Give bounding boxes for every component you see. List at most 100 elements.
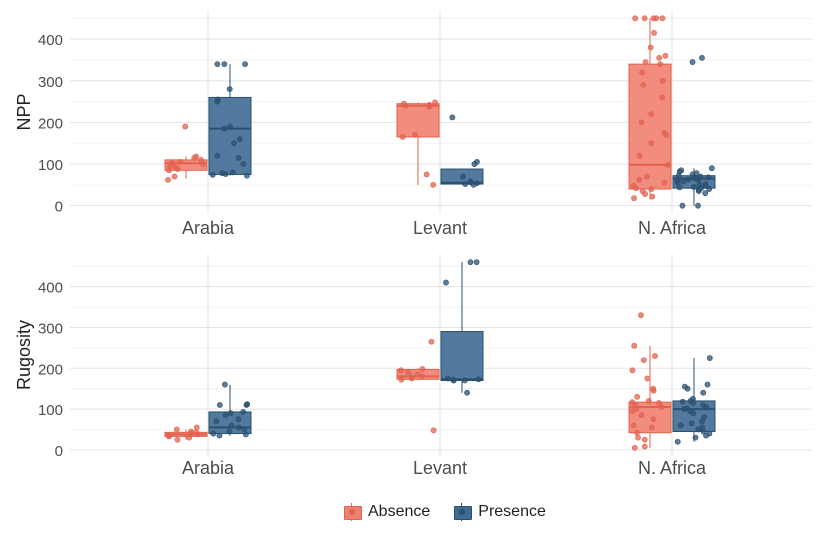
data-point [216, 402, 223, 408]
data-point [659, 77, 666, 84]
y-tick-label: 400 [38, 280, 63, 297]
data-point [631, 195, 637, 202]
data-point [644, 375, 651, 382]
data-point [177, 159, 183, 165]
data-point [241, 426, 248, 433]
box-presence-levant [440, 259, 484, 396]
data-point [221, 61, 228, 68]
y-tick-label: 400 [38, 32, 63, 49]
data-point [642, 59, 649, 65]
box-iqr [440, 331, 484, 382]
data-point [664, 161, 671, 168]
x-tick-label: Levant [413, 218, 467, 238]
data-point [657, 61, 664, 68]
data-point [464, 389, 470, 396]
data-point [679, 398, 686, 405]
data-point [629, 367, 636, 374]
data-point [695, 202, 701, 209]
x-tick-label: N. Africa [638, 458, 707, 478]
box-presence-arabia [208, 381, 252, 439]
data-point [681, 383, 688, 390]
data-point [704, 381, 711, 388]
data-point [242, 61, 248, 68]
data-point [235, 424, 242, 431]
data-point [708, 165, 715, 172]
data-point [473, 259, 480, 266]
legend-label-presence: Presence [478, 503, 546, 520]
y-axis-label: NPP [14, 93, 34, 130]
data-point [690, 184, 697, 190]
data-point [235, 154, 242, 161]
data-point [659, 15, 666, 22]
data-point [235, 416, 242, 423]
data-point [690, 395, 696, 402]
data-point [674, 177, 681, 184]
data-point [430, 181, 437, 188]
data-point [656, 54, 663, 61]
box-presence-levant [440, 114, 484, 188]
data-point [650, 416, 657, 423]
data-point [674, 438, 681, 445]
data-point [430, 427, 437, 434]
data-point [653, 15, 660, 22]
data-point [467, 259, 474, 266]
data-point [221, 125, 228, 132]
data-point [414, 371, 421, 378]
data-point [240, 409, 247, 415]
data-point [699, 54, 705, 61]
data-point [214, 152, 221, 159]
data-point [172, 164, 179, 171]
data-point [214, 61, 221, 68]
data-point [408, 374, 415, 381]
box-absence-n-africa [628, 15, 672, 202]
data-point [699, 424, 705, 431]
data-point [634, 393, 641, 400]
data-point [462, 181, 469, 187]
data-point [222, 381, 228, 388]
data-point [648, 111, 655, 117]
panel-npp: 0 100 200 300 400 Arabia Levant N. Africa NPP [14, 10, 812, 238]
y-tick-label: 0 [55, 443, 63, 460]
data-point [702, 190, 709, 197]
data-point [656, 400, 662, 406]
panel-rugosity: 0 100 200 300 400 Arabia Levant N. Africa Rugosi… [14, 254, 812, 478]
data-point [631, 342, 638, 349]
data-point [647, 44, 654, 51]
box-iqr [164, 159, 208, 171]
data-point [474, 159, 480, 165]
data-point [645, 398, 652, 404]
data-point [630, 422, 637, 429]
data-point [443, 279, 449, 286]
data-point [219, 170, 226, 177]
box-absence-levant [396, 338, 440, 434]
data-point [649, 193, 656, 200]
data-point [644, 173, 650, 180]
data-point [638, 312, 644, 319]
data-point [639, 188, 646, 195]
data-point [242, 431, 249, 438]
data-point [641, 436, 648, 443]
data-point [244, 172, 250, 179]
data-point [701, 414, 708, 421]
data-point [474, 180, 480, 187]
box-presence-n-africa [672, 54, 716, 209]
data-point [460, 173, 466, 180]
data-point [173, 426, 180, 433]
data-point [648, 140, 655, 147]
data-point [638, 412, 645, 419]
data-point [679, 202, 686, 209]
data-point [702, 181, 709, 187]
data-point [214, 96, 221, 103]
legend-item-absence: Absence [342, 503, 430, 521]
x-tick-label: Levant [413, 458, 467, 478]
x-tick-label: Arabia [182, 218, 235, 238]
data-point [692, 434, 699, 441]
data-point [658, 404, 665, 410]
data-point [213, 418, 220, 425]
data-point [193, 429, 200, 436]
data-point [696, 181, 703, 188]
data-point [405, 369, 412, 376]
data-point [639, 69, 645, 76]
y-tick-label: 200 [38, 115, 63, 132]
legend: Absence Presence [342, 503, 546, 521]
